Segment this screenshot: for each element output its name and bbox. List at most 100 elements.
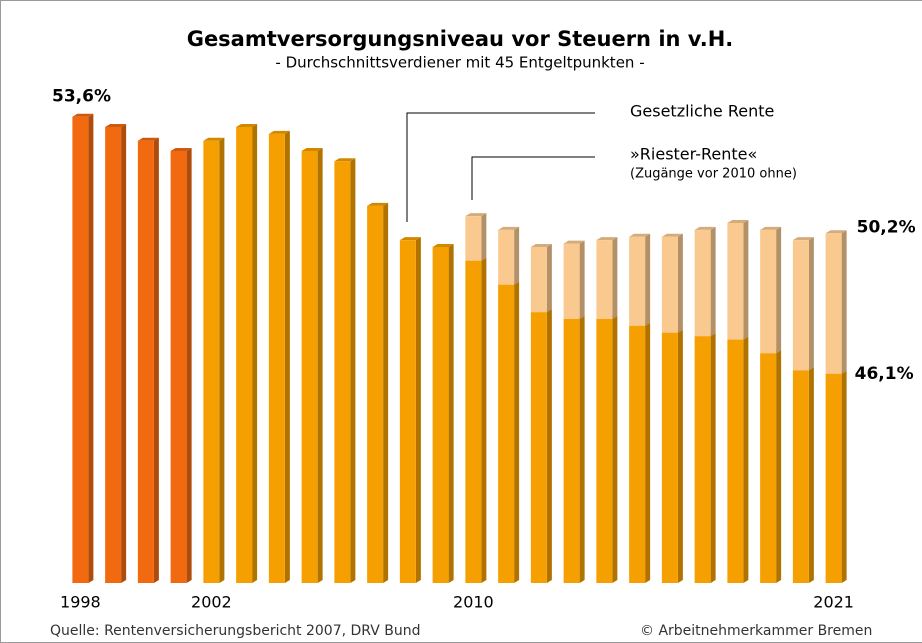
bar [432,247,449,583]
bar-top [661,233,683,237]
bar-side [612,237,618,319]
bar-side [284,130,290,583]
bar [530,312,547,583]
source: Quelle: Rentenversicherungsbericht 2007,… [50,623,421,639]
bar-side [612,316,618,583]
bar-side [88,113,94,583]
bar-top [236,124,258,127]
bar-side [808,367,814,583]
leader-line [406,112,595,222]
bar-side [677,329,683,583]
bar [530,247,547,313]
bar [629,236,646,326]
bar-side [743,220,749,340]
bar-top [563,240,585,244]
bar [596,240,613,319]
bar-top [268,130,290,134]
bar [301,151,318,583]
bar-top [530,244,552,247]
bar-top [399,237,421,241]
bar-top [301,148,323,151]
bar [498,229,515,285]
bar [137,140,154,583]
bar-top [137,137,159,141]
bar-side [252,124,258,583]
bar-top [432,244,454,247]
bar-top [170,148,192,151]
bar [465,216,482,261]
bar-side [317,148,323,583]
x-tick-label: 2010 [453,593,494,612]
bar-top [792,237,814,241]
bar-top [367,202,389,206]
bar-side [710,226,716,337]
bar-side [219,137,225,583]
bar [792,240,809,371]
bar-side [546,309,552,583]
bar-side [514,281,520,583]
bar-side [808,237,814,371]
bar [399,240,416,583]
bar-side [153,137,159,583]
bar-top [498,226,520,230]
bar-top [72,113,94,117]
bar-side [121,124,127,583]
bar [760,353,777,583]
x-tick-label: 2021 [813,593,854,612]
leader-line [471,156,595,200]
bar-top [334,158,356,162]
x-tick-label: 1998 [60,593,101,612]
bar [792,370,809,583]
bar [563,243,580,319]
data-label: 53,6% [52,87,111,107]
bar [596,319,613,583]
bar [170,151,187,583]
bar-top [760,226,782,230]
bar [236,127,253,583]
copyright: © Arbeitnehmerkammer Bremen [640,623,872,639]
bar-side [350,158,356,584]
bar-side [448,244,454,583]
bar [268,133,285,583]
bar-top [596,237,618,241]
bar [661,236,678,333]
bar-side [546,244,552,313]
bar [694,336,711,583]
bar [465,260,482,583]
bar-side [415,237,421,583]
bar [825,233,842,374]
bar-top [629,233,651,237]
bar-side [645,322,651,583]
data-label: 46,1% [855,364,914,384]
bar-side [776,226,782,354]
bar-side [383,202,389,583]
bar-top [465,213,487,217]
bar [72,116,89,583]
bar-side [514,226,520,285]
bar [203,140,220,583]
bar [825,373,842,583]
bar-side [481,257,487,583]
bar-top [825,230,847,234]
bar [727,223,744,340]
legend-label: »Riester-Rente« [630,145,757,164]
bar [694,229,711,337]
legend-note: (Zugänge vor 2010 ohne) [630,167,797,182]
bar-side [710,333,716,583]
bar-top [203,137,225,141]
bar-side [645,233,651,326]
bar [367,205,384,583]
bar-side [579,316,585,583]
total-label: 50,2% [857,217,916,237]
bar-top [727,220,749,223]
bar-side [677,233,683,333]
bar-side [776,350,782,583]
bar [661,332,678,583]
bar [629,325,646,583]
x-tick-label: 2002 [191,593,232,612]
bar-top [105,124,127,127]
chart-title: Gesamtversorgungsniveau vor Steuern in v… [187,27,734,51]
bar-side [481,213,487,261]
